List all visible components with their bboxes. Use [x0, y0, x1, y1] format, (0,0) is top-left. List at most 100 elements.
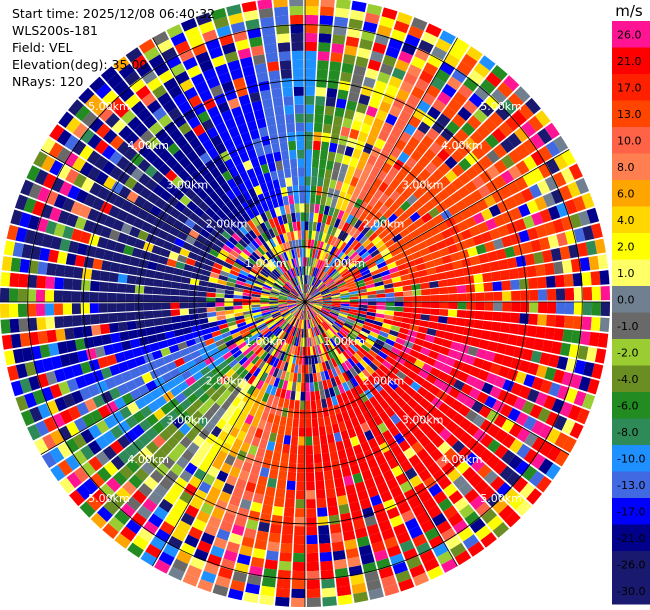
velocity-gate: [323, 114, 334, 125]
velocity-gate: [492, 281, 502, 291]
velocity-gate: [215, 407, 226, 419]
velocity-gate: [342, 272, 352, 280]
velocity-gate: [521, 400, 535, 415]
velocity-gate: [254, 539, 268, 551]
velocity-gate: [554, 274, 565, 288]
velocity-gate: [294, 287, 301, 295]
velocity-gate: [406, 556, 422, 570]
velocity-gate: [393, 342, 404, 351]
velocity-gate: [429, 281, 439, 289]
velocity-gate: [300, 257, 303, 267]
velocity-gate: [268, 432, 277, 443]
velocity-gate: [225, 285, 235, 291]
velocity-gate: [533, 338, 545, 351]
velocity-gate: [312, 345, 317, 356]
velocity-gate: [171, 315, 181, 323]
velocity-gate: [313, 278, 319, 287]
velocity-gate: [334, 567, 349, 579]
velocity-gate: [182, 326, 193, 335]
velocity-gate: [447, 286, 458, 294]
velocity-gate: [215, 356, 226, 366]
velocity-gate: [351, 120, 363, 131]
velocity-gate: [305, 302, 312, 308]
velocity-gate: [312, 258, 317, 268]
velocity-gate: [50, 464, 66, 482]
velocity-gate: [125, 519, 142, 535]
velocity-gate: [306, 463, 314, 473]
velocity-gate: [192, 398, 204, 410]
velocity-gate: [169, 367, 181, 379]
velocity-gate: [305, 230, 309, 240]
velocity-gate: [491, 271, 502, 282]
velocity-gate: [329, 268, 337, 277]
velocity-gate: [174, 476, 188, 491]
velocity-gate: [91, 100, 108, 116]
velocity-gate: [400, 274, 411, 281]
velocity-gate: [349, 216, 359, 227]
velocity-gate: [363, 321, 374, 328]
velocity-gate: [163, 491, 178, 506]
velocity-gate: [253, 185, 263, 196]
velocity-gate: [337, 281, 346, 288]
velocity-gate: [360, 421, 371, 433]
velocity-gate: [341, 222, 350, 232]
velocity-gate: [331, 304, 341, 308]
velocity-gate: [360, 441, 371, 453]
velocity-gate: [197, 416, 209, 428]
velocity-gate: [218, 274, 229, 282]
velocity-gate: [457, 106, 472, 121]
velocity-gate: [464, 237, 476, 249]
velocity-gate: [322, 299, 332, 301]
velocity-gate: [197, 291, 207, 297]
velocity-gate: [305, 346, 308, 356]
velocity-gate: [309, 382, 315, 392]
velocity-gate: [258, 324, 268, 332]
velocity-gate: [282, 311, 291, 318]
velocity-gate: [271, 88, 283, 99]
velocity-gate: [341, 521, 354, 533]
velocity-gate: [344, 234, 353, 244]
velocity-gate: [0, 287, 10, 302]
velocity-gate: [469, 255, 481, 266]
velocity-gate: [307, 284, 312, 294]
velocity-gate: [326, 496, 338, 508]
velocity-gate: [237, 379, 247, 390]
velocity-gate: [166, 142, 180, 156]
velocity-gate: [72, 449, 88, 466]
velocity-gate: [344, 322, 353, 329]
velocity-gate: [42, 173, 57, 189]
velocity-gate: [337, 89, 349, 100]
velocity-gate: [301, 310, 304, 320]
velocity-gate: [491, 321, 502, 332]
velocity-gate: [273, 414, 281, 425]
velocity-gate: [189, 319, 200, 327]
velocity-gate: [594, 348, 607, 364]
velocity-gate: [454, 325, 465, 335]
velocity-gate: [486, 409, 500, 423]
velocity-gate: [176, 520, 191, 534]
velocity-gate: [188, 475, 202, 489]
velocity-gate: [313, 300, 323, 302]
velocity-gate: [561, 259, 573, 274]
velocity-gate: [45, 276, 55, 289]
velocity-gate: [240, 422, 251, 434]
velocity-gate: [178, 156, 192, 169]
velocity-gate: [366, 174, 376, 186]
velocity-gate: [284, 223, 290, 233]
velocity-gate: [314, 317, 320, 326]
velocity-gate: [392, 159, 405, 171]
velocity-gate: [408, 454, 421, 467]
velocity-gate: [410, 86, 425, 100]
velocity-gate: [189, 278, 200, 286]
velocity-gate: [201, 351, 212, 361]
velocity-gate: [473, 108, 488, 124]
velocity-gate: [392, 316, 403, 322]
velocity-gate: [276, 318, 285, 325]
velocity-gate: [196, 341, 207, 350]
velocity-gate: [430, 302, 440, 309]
velocity-gate: [333, 260, 341, 269]
velocity-gate: [117, 232, 129, 244]
velocity-gate: [310, 391, 316, 401]
velocity-gate: [123, 244, 134, 256]
velocity-gate: [185, 338, 197, 347]
